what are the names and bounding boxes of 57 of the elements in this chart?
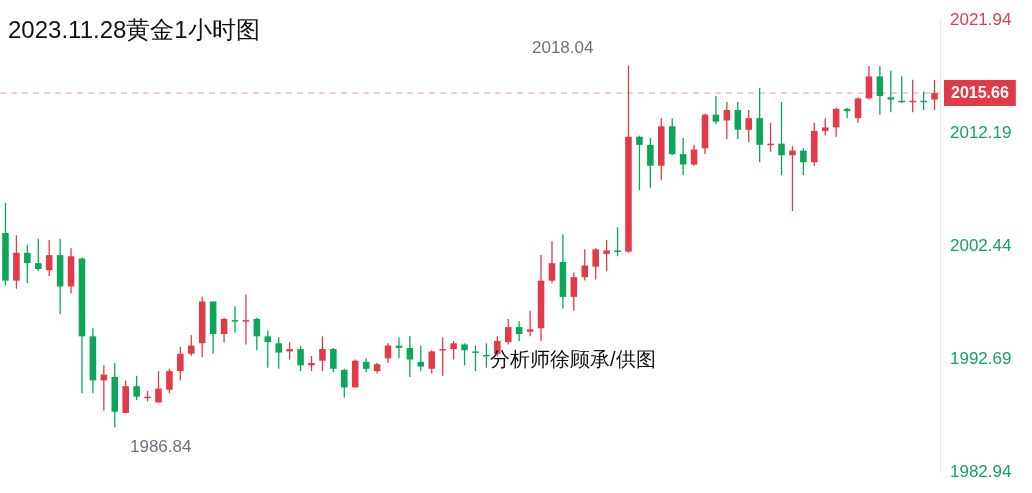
candlestick: [647, 137, 654, 189]
candlestick: [690, 144, 698, 167]
candlestick: [155, 370, 162, 404]
candlestick: [220, 317, 228, 343]
candlestick: [515, 320, 523, 342]
candlestick: [439, 336, 446, 377]
candlestick: [319, 335, 326, 372]
annotation: 分析师徐顾承/供图: [490, 347, 656, 372]
candlestick: [679, 137, 687, 176]
candlestick: [570, 271, 578, 312]
ref-line-label: 2015.66: [951, 84, 1009, 102]
candlestick: [592, 247, 599, 281]
annotation: 1986.84: [130, 437, 192, 457]
candlestick: [800, 147, 807, 176]
candlestick: [865, 65, 873, 101]
candlestick: [548, 240, 556, 284]
candlestick: [34, 238, 42, 272]
candlestick: [614, 226, 621, 257]
candlestick: [341, 368, 348, 399]
candlestick: [854, 96, 862, 124]
candlestick: [472, 344, 479, 372]
candlestick: [133, 375, 140, 401]
candlestick: [264, 329, 272, 369]
candlestick: [428, 349, 436, 375]
candlestick: [275, 336, 282, 370]
candlestick: [24, 243, 31, 284]
candlestick: [188, 334, 195, 357]
candlestick: [526, 310, 534, 337]
candlestick: [504, 318, 512, 346]
candlestick: [887, 69, 895, 113]
candlestick: [734, 101, 742, 140]
annotation: 2018.04: [532, 38, 594, 58]
candlestick: [745, 109, 752, 144]
candlestick: [581, 248, 589, 282]
candlestick: [636, 134, 643, 191]
candlestick: [231, 305, 239, 334]
candlestick: [712, 95, 720, 125]
candlestick: [297, 344, 304, 372]
candlestick: [778, 101, 785, 176]
candlestick: [45, 239, 53, 277]
candlestick: [931, 79, 938, 111]
candlestick: [406, 335, 414, 378]
y-tick-label: 2021.94: [950, 9, 1012, 29]
candlestick: [450, 340, 457, 361]
candlestick: [166, 368, 173, 394]
y-tick-label: 1982.94: [950, 462, 1012, 482]
chart-title: 2023.11.28黄金1小时图: [8, 15, 260, 45]
candlestick: [330, 347, 337, 373]
candlestick: [603, 239, 610, 272]
y-tick-label: 2012.19: [950, 123, 1012, 143]
y-tick-label: 1992.69: [950, 349, 1012, 369]
candlestick: [461, 342, 468, 366]
candlestick: [242, 293, 250, 346]
y-tick-label: 2002.44: [950, 236, 1012, 256]
candlestick: [789, 145, 796, 212]
candlestick: [177, 346, 184, 382]
candlestick: [876, 65, 884, 116]
